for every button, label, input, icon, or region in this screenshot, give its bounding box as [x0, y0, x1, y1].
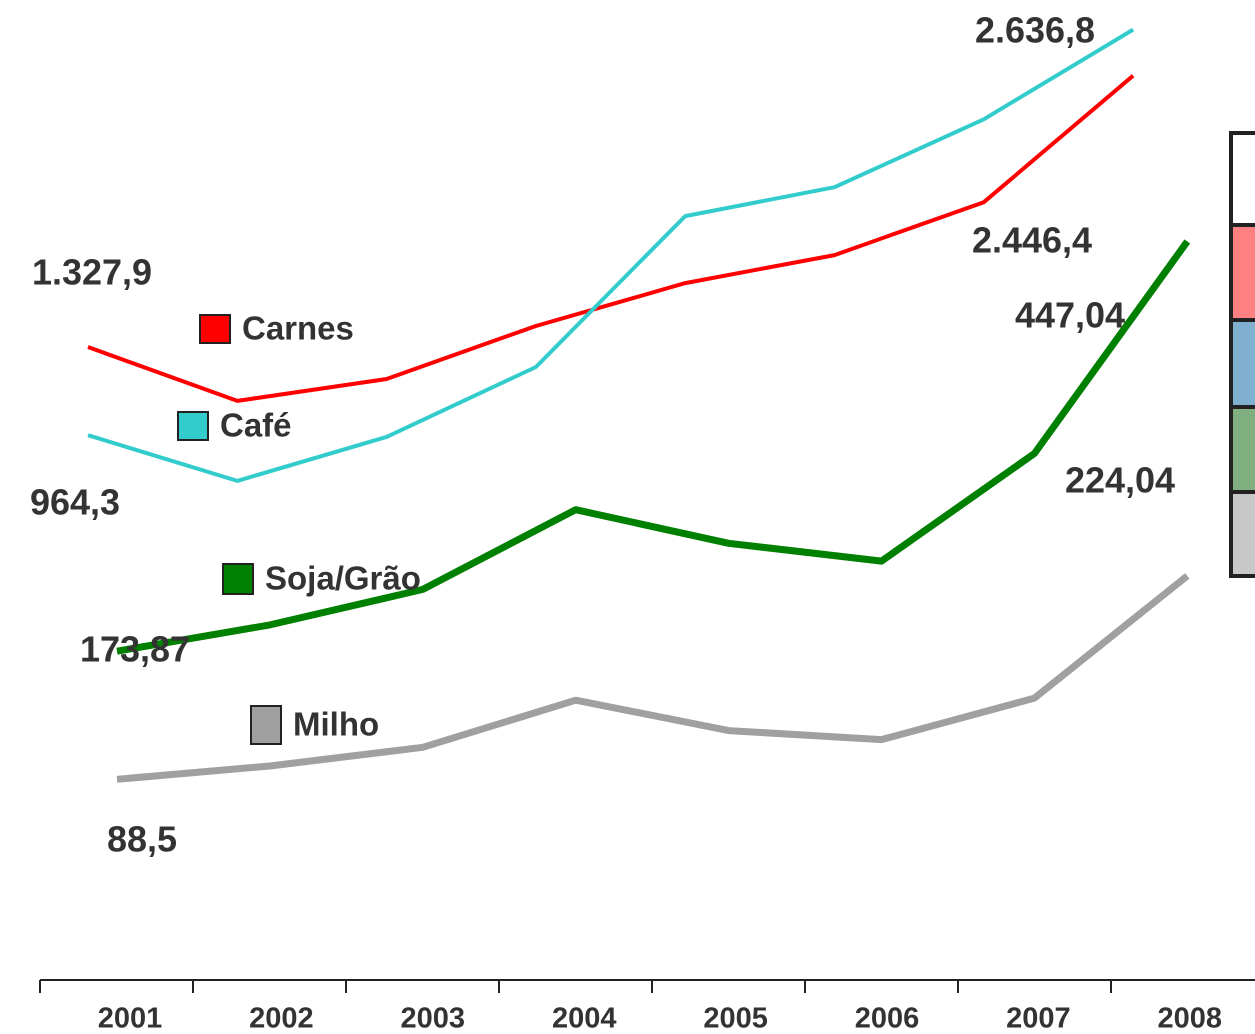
panel-cell	[1229, 490, 1255, 578]
line	[87, 74, 1135, 403]
x-tick-label: 2001	[98, 1003, 163, 1034]
value-label: 224,04	[1065, 460, 1175, 501]
x-tick-label: 2006	[855, 1003, 920, 1034]
x-tick-label: 2003	[401, 1003, 466, 1034]
side-panel	[1229, 131, 1255, 578]
panel-cell	[1229, 223, 1255, 322]
legend-label: Café	[220, 407, 292, 444]
line	[116, 573, 1190, 783]
value-label: 88,5	[107, 819, 177, 860]
line	[116, 239, 1191, 655]
panel-cell	[1229, 318, 1255, 409]
legend-swatch	[199, 314, 231, 344]
legend-swatch	[177, 411, 209, 441]
legend-swatch	[250, 705, 282, 745]
value-label: 2.446,4	[972, 220, 1092, 261]
value-label: 447,04	[1015, 295, 1125, 336]
line	[87, 27, 1135, 483]
legend-label: Milho	[293, 706, 379, 743]
legend-swatch	[222, 563, 254, 595]
value-label: 2.636,8	[975, 10, 1095, 51]
value-label: 1.327,9	[32, 252, 152, 293]
legend-label: Soja/Grão	[265, 560, 421, 597]
x-tick-label: 2007	[1006, 1003, 1071, 1034]
x-tick-label: 2004	[552, 1003, 617, 1034]
x-tick-label: 2002	[249, 1003, 314, 1034]
panel-cell	[1229, 131, 1255, 227]
panel-cell	[1229, 405, 1255, 494]
legend-label: Carnes	[242, 310, 354, 347]
value-label: 964,3	[30, 482, 120, 523]
x-tick-label: 2008	[1158, 1003, 1223, 1034]
x-tick-label: 2005	[703, 1003, 768, 1034]
value-label: 173,87	[80, 629, 190, 670]
